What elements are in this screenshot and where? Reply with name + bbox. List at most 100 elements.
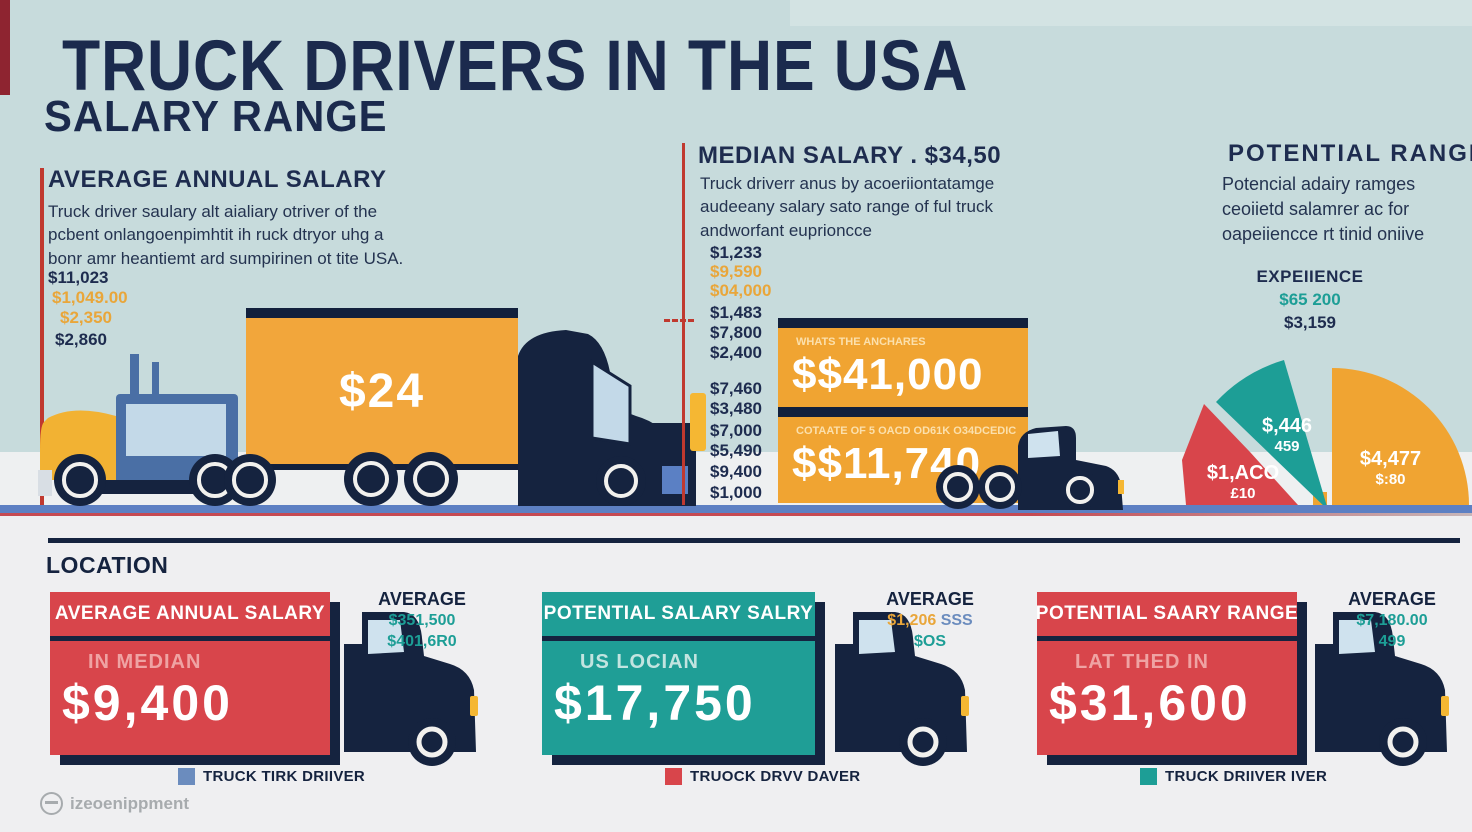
salary-figure: $9,400 — [710, 462, 762, 481]
average-label: AVERAGE — [886, 589, 974, 609]
wheel-icon — [1060, 470, 1100, 510]
experience-label: EXPEIIENCE — [1256, 267, 1364, 286]
yellow-truck-icon — [38, 354, 250, 496]
salary-figure: $2,860 — [55, 330, 107, 349]
average-label: AVERAGE — [378, 589, 466, 609]
salary-figure: $2,350 — [60, 308, 112, 327]
salary-figure: $04,000 — [710, 281, 772, 300]
body-line: Truck driverr anus by acoeriiontatamge — [700, 174, 995, 193]
pie-label-teal: $,446 459 — [1261, 415, 1313, 455]
legend-swatch-blue — [178, 768, 195, 785]
body-line: pcbent onlangoenpimhtit ih ruck dtryor u… — [48, 225, 384, 245]
average-value: $351,500 — [388, 612, 456, 630]
watermark-text: izeoenippment — [70, 793, 190, 813]
legend-item: TRUCK TIRK DRIIVER — [178, 768, 365, 785]
salary-block-top: WHATS THE ANCHARES $$41,000 — [778, 318, 1028, 407]
box-truck-icon — [1315, 612, 1449, 766]
right-section-heading: POTENTIAL RANGE — [1228, 140, 1472, 167]
card-band: POTENTIAL SALARY SALRY — [542, 592, 815, 641]
salary-card: POTENTIAL SALARY SALRY US LOCIAN $17,750 — [542, 592, 815, 755]
pie-chart — [1182, 360, 1469, 505]
body-line: bonr amr heantiemt ard sumpirinen ot tit… — [48, 248, 404, 268]
section-divider — [48, 538, 1460, 543]
legend-item: TRUCK DRIIVER IVER — [1140, 768, 1327, 785]
watermark-icon — [40, 792, 63, 815]
legend-label: TRUOCK DRVV DAVER — [690, 768, 861, 785]
body-line: Potencial adairy ramges — [1222, 174, 1416, 194]
legend-label: TRUCK TIRK DRIIVER — [203, 768, 366, 785]
top-background — [0, 0, 1472, 455]
wheel-icon — [404, 452, 458, 506]
box-truck-icon — [835, 612, 969, 766]
average-value: $OS — [913, 633, 946, 651]
legend-swatch-red — [665, 768, 682, 785]
experience-value: $3,159 — [1284, 312, 1336, 332]
page-subtitle: SALARY RANGE — [44, 92, 388, 141]
card-average-block: AVERAGE $1,206 SSS $OS — [870, 588, 990, 653]
trailer-box: $24 — [246, 308, 518, 470]
body-line: ceoiietd salamrer ac for — [1222, 198, 1410, 219]
salary-figure: $11,023 — [48, 268, 109, 287]
card-band-label: POTENTIAL SALARY SALRY — [543, 603, 814, 624]
location-heading: LOCATION — [46, 552, 169, 578]
body-line: andworfant euprioncce — [700, 220, 873, 240]
body-line: audeeany salary sato range of ful truck — [700, 197, 993, 217]
salary-figure: $7,460 — [710, 379, 762, 398]
card-subtitle: LAT THED IN — [1075, 651, 1209, 673]
experience-value: $65 200 — [1279, 289, 1341, 309]
pie-slice-teal — [1216, 360, 1327, 505]
left-section-body: Truck driver saulary alt aialiary otrive… — [48, 200, 403, 270]
card-subtitle: IN MEDIAN — [88, 651, 202, 673]
pie-label-red: $1,ACO £10 — [1206, 462, 1280, 502]
wheel-icon — [978, 465, 1022, 509]
card-band: AVERAGE ANNUAL SALARY — [50, 592, 330, 641]
wheel-icon — [596, 456, 646, 506]
middle-section-body: Truck driverr anus by acoeriiontatamge a… — [700, 172, 994, 242]
salary-figure: $1,233 — [710, 243, 762, 262]
salary-figure: $1,049.00 — [52, 288, 128, 307]
watermark: izeoenippment — [40, 792, 189, 815]
salary-figure: $7,000 — [710, 421, 762, 440]
salary-card: AVERAGE ANNUAL SALARY IN MEDIAN $9,400 — [50, 592, 330, 755]
body-line: Truck driver saulary alt aialiary otrive… — [48, 202, 378, 221]
salary-figure: $2,400 — [710, 343, 762, 362]
salary-block-label: COTAATE OF 5 OACD OD61K O34DCEDIC — [796, 425, 1017, 437]
average-value: $7,180.00 — [1356, 612, 1428, 630]
wheel-icon — [54, 454, 106, 506]
wheel-icon — [344, 452, 398, 506]
box-truck-icon — [344, 612, 478, 766]
legend-item: TRUOCK DRVV DAVER — [665, 768, 860, 785]
middle-section-heading: MEDIAN SALARY . $34,50 — [698, 142, 1002, 169]
wheel-icon — [936, 465, 980, 509]
body-line: oapeiiencce rt tinid oniive — [1222, 223, 1425, 244]
card-band-label: POTENTIAL SAARY RANGE — [1035, 603, 1299, 624]
average-label: AVERAGE — [1348, 589, 1436, 609]
legend-label: TRUCK DRIIVER IVER — [1165, 768, 1328, 785]
road-stripe-blue — [0, 505, 1472, 513]
average-value: $401,6R0 — [387, 633, 457, 651]
page-title: TRUCK DRIVERS IN THE USA — [62, 27, 969, 106]
salary-figure: $9,590 — [710, 262, 762, 281]
card-value: $17,750 — [554, 675, 756, 731]
salary-block-value: $$41,000 — [792, 350, 984, 399]
legend-swatch-teal — [1140, 768, 1157, 785]
trailer-value: $24 — [338, 364, 426, 418]
pie-slice-orange — [1332, 368, 1469, 505]
card-band-label: AVERAGE ANNUAL SALARY — [54, 603, 326, 624]
salary-figure: $7,800 — [710, 323, 762, 342]
middle-accent-line — [682, 143, 685, 505]
left-accent-line — [40, 168, 44, 505]
salary-figure: $5,490 — [710, 441, 762, 460]
top-light-strip — [790, 0, 1472, 26]
right-section-body: Potencial adairy ramges ceoiietd salamre… — [1222, 172, 1424, 246]
average-value: 499 — [1378, 633, 1406, 651]
salary-block-label: WHATS THE ANCHARES — [796, 336, 926, 348]
pie-slice-red — [1182, 404, 1298, 505]
salary-figure: $3,480 — [710, 399, 762, 418]
average-value: $1,206 SSS — [887, 612, 973, 630]
card-value: $31,600 — [1049, 675, 1251, 731]
middle-tick-dash — [664, 319, 694, 322]
card-subtitle: US LOCIAN — [580, 651, 699, 673]
experience-block: EXPEIIENCE $65 200 $3,159 — [1230, 266, 1390, 335]
